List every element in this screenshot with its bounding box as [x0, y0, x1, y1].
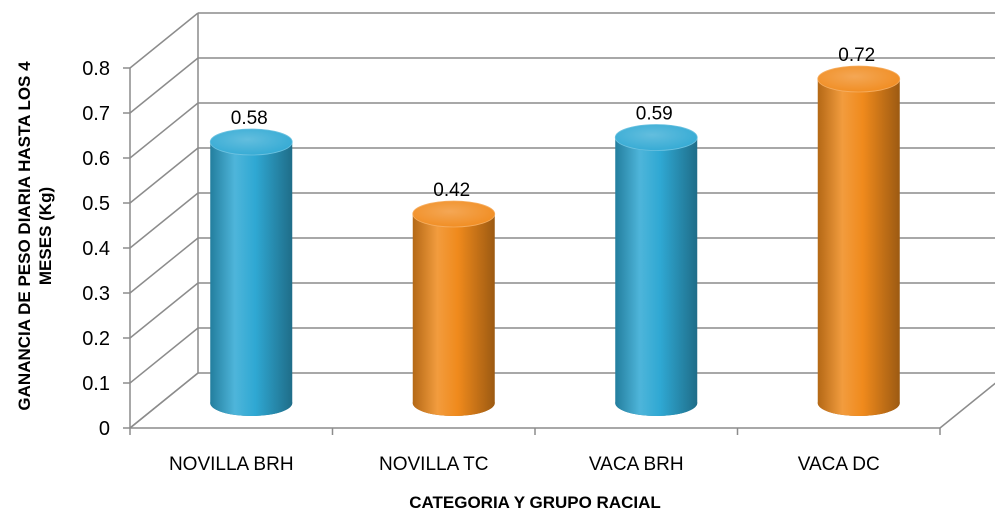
y-axis-title: GANANCIA DE PESO DIARIA HASTA LOS 4 MESES…	[15, 61, 55, 411]
gridline-diagonal	[129, 372, 199, 429]
gridline-diagonal	[129, 102, 199, 159]
y-tick-label: 0.2	[82, 328, 110, 350]
gridline-diagonal	[129, 237, 199, 294]
y-tick-label: 0.1	[82, 373, 110, 395]
y-tick-label: 0.6	[82, 148, 110, 170]
data-label: 0.59	[636, 104, 673, 125]
gridline-diagonal	[129, 282, 199, 339]
gridline-diagonal	[129, 12, 199, 69]
x-category-label: NOVILLA BRH	[169, 454, 294, 475]
floor-right-edge	[939, 382, 995, 429]
bar-body	[615, 137, 698, 416]
y-tick-label: 0.5	[82, 193, 110, 215]
bar	[412, 200, 496, 416]
bar-body	[817, 79, 900, 416]
y-axis-title-line: MESES (Kg)	[36, 187, 55, 285]
bar	[614, 124, 698, 416]
y-tick-label: 0.4	[82, 238, 110, 260]
x-category-label: NOVILLA TC	[379, 454, 488, 475]
gridline-diagonal	[129, 327, 199, 384]
gridline-diagonal	[129, 147, 199, 204]
bar-top	[614, 124, 698, 151]
y-tick-label: 0.3	[82, 283, 110, 305]
bar	[209, 128, 293, 416]
axes	[123, 67, 941, 435]
gridline-diagonal	[129, 192, 199, 249]
bar-top	[209, 128, 293, 156]
x-category-label: VACA BRH	[589, 454, 684, 475]
y-tick-labels: 0 0.1 0.2 0.3 0.4 0.5 0.6 0.7 0.8	[82, 58, 110, 440]
x-axis-title: CATEGORIA Y GRUPO RACIAL	[409, 493, 661, 510]
y-axis-title-line: GANANCIA DE PESO DIARIA HASTA LOS 4	[15, 61, 34, 411]
data-label: 0.72	[838, 45, 875, 66]
bar	[817, 65, 901, 416]
data-label: 0.42	[433, 180, 470, 201]
bar-body	[210, 142, 293, 416]
bar-top	[412, 200, 496, 228]
x-category-label: VACA DC	[798, 454, 880, 475]
y-tick-label: 0.7	[82, 103, 110, 125]
gridline-diagonal	[129, 57, 199, 114]
data-label: 0.58	[231, 108, 268, 129]
y-tick-label: 0	[99, 418, 110, 440]
x-category-labels: NOVILLA BRH NOVILLA TC VACA BRH VACA DC	[169, 454, 880, 475]
data-labels: 0.58 0.42 0.59 0.72	[231, 45, 875, 201]
bars	[209, 65, 901, 416]
y-tick-label: 0.8	[82, 58, 110, 80]
bar-top	[817, 65, 901, 93]
bar-body	[412, 214, 495, 416]
